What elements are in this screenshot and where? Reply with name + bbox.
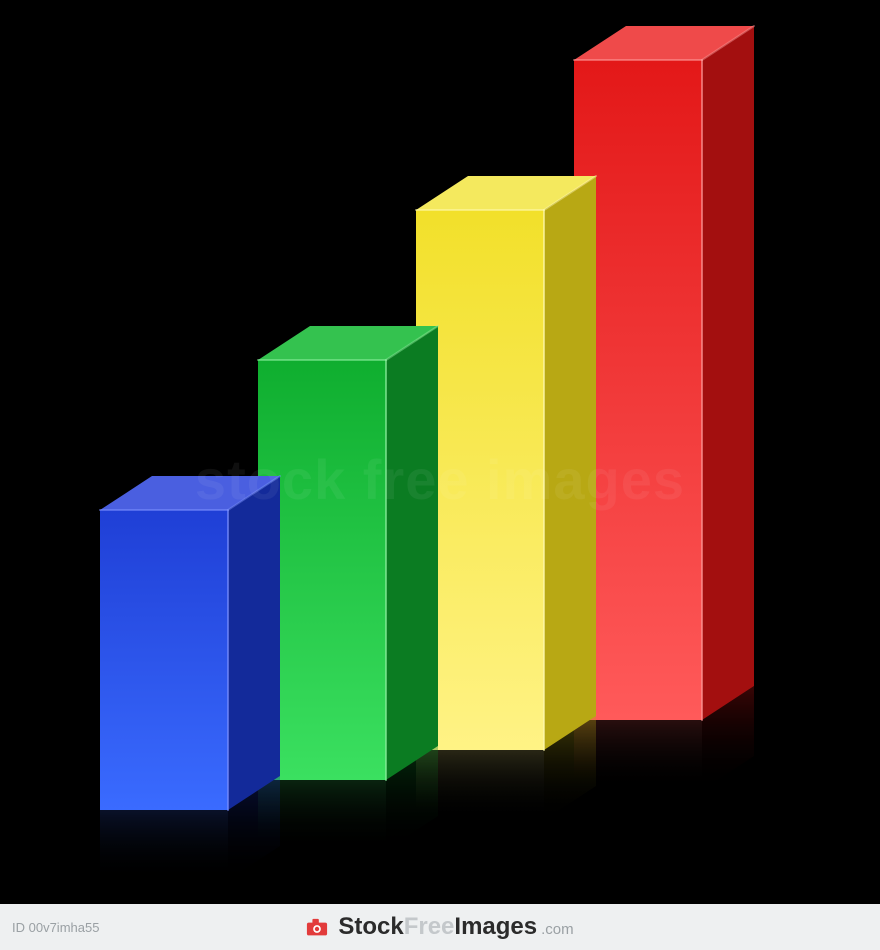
bar-blue [100,476,280,880]
bar-green [258,326,438,850]
image-id-label: ID 00v7imha55 [12,920,99,935]
footer-brand: Stock Free Images .com [306,913,573,941]
stage: stock free images ID 00v7imha55 Stock Fr… [0,0,880,950]
brand-domain: .com [541,921,574,938]
bar-chart-3d [0,0,880,950]
bar-red [574,26,754,790]
brand-prefix: Stock [338,913,403,941]
footer-bar: ID 00v7imha55 Stock Free Images .com [0,904,880,950]
camera-icon [306,915,328,943]
bar-yellow [416,176,596,820]
brand-suffix: Images [454,913,537,941]
brand-mid: Free [404,913,455,941]
